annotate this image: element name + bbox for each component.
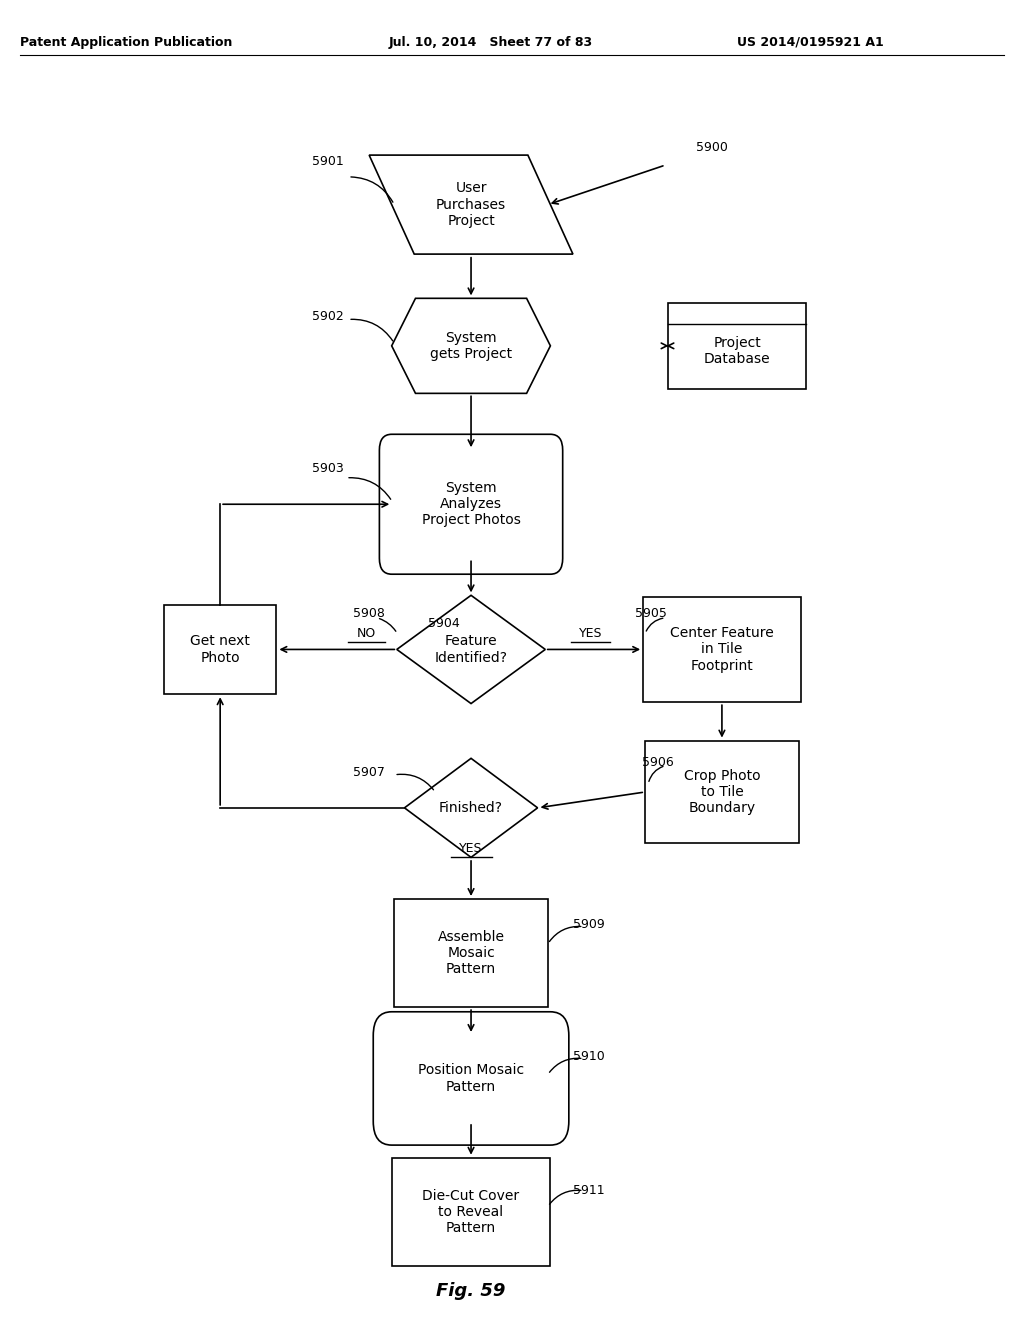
- Bar: [645, 741, 799, 843]
- Text: Position Mosaic
Pattern: Position Mosaic Pattern: [418, 1064, 524, 1093]
- Text: YES: YES: [460, 842, 482, 855]
- Text: System
Analyzes
Project Photos: System Analyzes Project Photos: [422, 480, 520, 528]
- Text: System
gets Project: System gets Project: [430, 331, 512, 360]
- Text: 5907: 5907: [353, 766, 385, 779]
- Bar: [643, 597, 801, 702]
- Text: 5906: 5906: [642, 756, 674, 770]
- Text: 5900: 5900: [696, 141, 728, 154]
- Text: Fig. 59: Fig. 59: [436, 1282, 506, 1300]
- Text: 5911: 5911: [573, 1184, 605, 1197]
- Text: 5908: 5908: [353, 607, 385, 620]
- Text: 5909: 5909: [573, 917, 605, 931]
- Text: Center Feature
in Tile
Footprint: Center Feature in Tile Footprint: [670, 626, 774, 673]
- Text: Patent Application Publication: Patent Application Publication: [20, 36, 232, 49]
- Text: US 2014/0195921 A1: US 2014/0195921 A1: [737, 36, 884, 49]
- Text: Get next
Photo: Get next Photo: [190, 635, 250, 664]
- Bar: [668, 304, 807, 388]
- Text: Finished?: Finished?: [439, 801, 503, 814]
- Bar: [394, 899, 548, 1007]
- Text: Project
Database: Project Database: [703, 335, 771, 366]
- Bar: [391, 1158, 551, 1266]
- Text: NO: NO: [357, 627, 376, 640]
- Text: Crop Photo
to Tile
Boundary: Crop Photo to Tile Boundary: [684, 768, 760, 816]
- Text: 5904: 5904: [428, 616, 460, 630]
- Text: Assemble
Mosaic
Pattern: Assemble Mosaic Pattern: [437, 929, 505, 977]
- Text: 5905: 5905: [635, 607, 667, 620]
- Bar: [164, 605, 276, 694]
- Text: Jul. 10, 2014   Sheet 77 of 83: Jul. 10, 2014 Sheet 77 of 83: [389, 36, 593, 49]
- Text: User
Purchases
Project: User Purchases Project: [436, 181, 506, 228]
- Text: 5902: 5902: [312, 310, 344, 323]
- Text: Feature
Identified?: Feature Identified?: [434, 635, 508, 664]
- Text: Die-Cut Cover
to Reveal
Pattern: Die-Cut Cover to Reveal Pattern: [423, 1188, 519, 1236]
- Text: 5901: 5901: [312, 154, 344, 168]
- Text: YES: YES: [580, 627, 602, 640]
- Text: 5910: 5910: [573, 1049, 605, 1063]
- Text: 5903: 5903: [312, 462, 344, 475]
